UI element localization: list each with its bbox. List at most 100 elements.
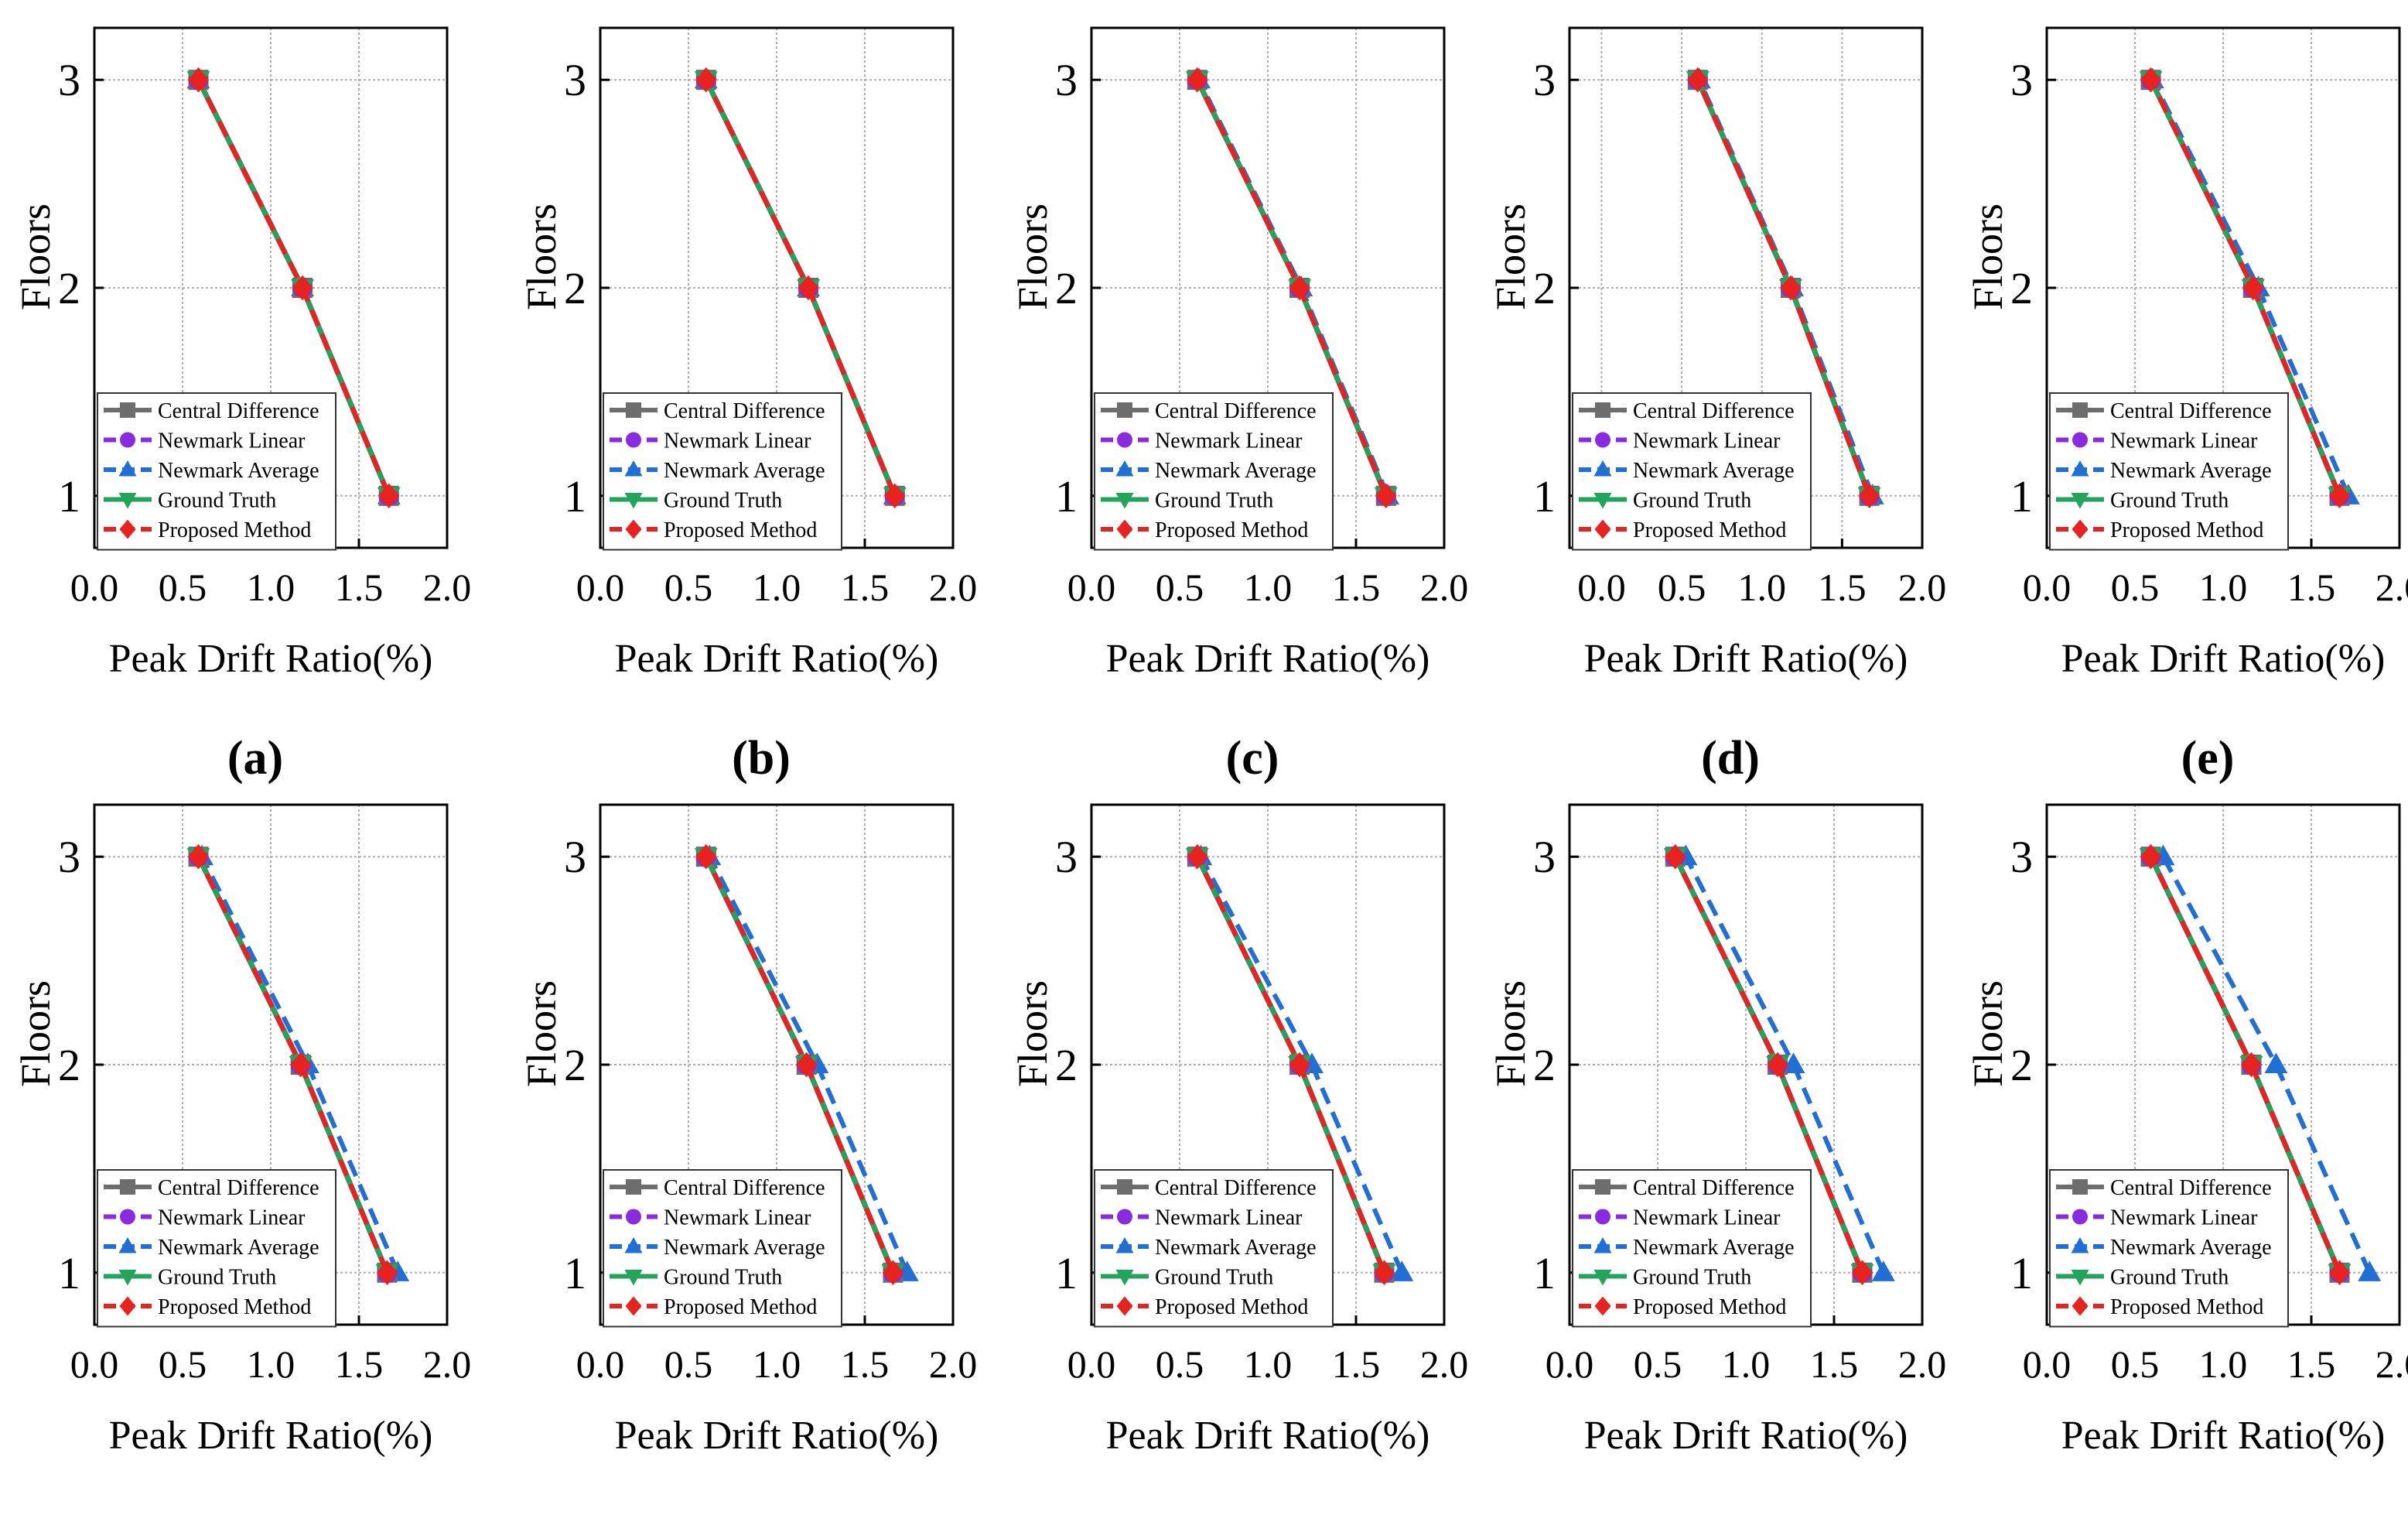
x-tick-label: 1.5 bbox=[1818, 566, 1867, 609]
x-tick-label: 0.5 bbox=[1156, 566, 1204, 609]
y-tick-label: 1 bbox=[1533, 1248, 1556, 1298]
y-tick-label: 3 bbox=[2010, 55, 2033, 105]
legend-marker-newmark-average bbox=[118, 1237, 137, 1253]
legend-marker-newmark-linear bbox=[1117, 1209, 1132, 1225]
x-tick-label: 2.0 bbox=[2376, 566, 2408, 609]
legend-marker-newmark-average bbox=[118, 460, 137, 477]
x-tick-label: 0.5 bbox=[1658, 566, 1706, 609]
y-tick-label: 2 bbox=[1533, 1040, 1556, 1090]
chart-panel-g: 0.0 0.5 1.0 1.5 2.0 1 2 3 Peak Drift Ratio(%) Flo… bbox=[518, 803, 977, 1515]
x-tick-label: 0.0 bbox=[1577, 566, 1626, 609]
legend-label-central-difference: Central Difference bbox=[2110, 1176, 2272, 1200]
y-axis-label: Floors bbox=[1009, 203, 1056, 310]
y-tick-label: 1 bbox=[1533, 471, 1556, 522]
y-axis-label: Floors bbox=[12, 203, 59, 310]
legend-label-central-difference: Central Difference bbox=[1155, 1176, 1317, 1200]
legend-label-ground-truth: Ground Truth bbox=[2110, 1266, 2229, 1290]
data-point-newmark-average bbox=[2358, 1260, 2382, 1281]
legend-label-newmark-linear: Newmark Linear bbox=[2110, 1206, 2258, 1230]
data-point-proposed-method bbox=[1851, 1260, 1873, 1286]
x-tick-label: 1.0 bbox=[1244, 1342, 1293, 1386]
data-point-proposed-method bbox=[376, 1260, 398, 1286]
x-tick-label: 1.5 bbox=[2287, 1342, 2336, 1386]
x-tick-label: 2.0 bbox=[1898, 1342, 1947, 1386]
data-point-newmark-average bbox=[1871, 1260, 1895, 1281]
legend-marker-newmark-average bbox=[1593, 460, 1612, 477]
y-axis-label: Floors bbox=[1487, 980, 1534, 1087]
y-tick-label: 2 bbox=[1055, 1040, 1078, 1090]
data-point-proposed-method bbox=[187, 843, 210, 870]
y-tick-label: 2 bbox=[2010, 263, 2033, 313]
legend-label-newmark-linear: Newmark Linear bbox=[1633, 1206, 1781, 1230]
data-point-proposed-method bbox=[1665, 843, 1686, 870]
data-point-proposed-method bbox=[1375, 483, 1397, 509]
x-tick-label: 1.0 bbox=[1737, 566, 1786, 609]
data-point-newmark-average bbox=[1781, 1052, 1805, 1074]
data-point-newmark-average bbox=[1390, 1260, 1414, 1281]
legend-label-newmark-average: Newmark Average bbox=[1633, 459, 1795, 483]
x-tick-label: 2.0 bbox=[2376, 1342, 2408, 1386]
legend-label-ground-truth: Ground Truth bbox=[1633, 1266, 1751, 1290]
panel-label: (c) bbox=[1226, 732, 1279, 785]
legend-marker-proposed-method bbox=[1594, 1296, 1611, 1316]
legend-label-newmark-linear: Newmark Linear bbox=[664, 429, 811, 453]
legend-box bbox=[1094, 1169, 1334, 1328]
legend-marker-central-difference bbox=[626, 1179, 641, 1195]
x-tick-label: 0.5 bbox=[159, 1342, 207, 1386]
legend-marker-proposed-method bbox=[1594, 519, 1611, 539]
legend-label-central-difference: Central Difference bbox=[2110, 399, 2272, 423]
legend-box bbox=[603, 1169, 842, 1328]
panel-label: (b) bbox=[732, 732, 791, 785]
x-axis-label: Peak Drift Ratio(%) bbox=[109, 1414, 433, 1458]
legend-marker-newmark-average bbox=[624, 1237, 643, 1253]
y-tick-label: 2 bbox=[2010, 1040, 2033, 1090]
data-point-proposed-method bbox=[695, 67, 717, 93]
x-tick-label: 2.0 bbox=[423, 1342, 472, 1386]
legend-box bbox=[97, 1169, 336, 1328]
y-tick-label: 3 bbox=[1533, 55, 1556, 105]
x-tick-label: 0.0 bbox=[70, 1342, 119, 1386]
legend-marker-proposed-method bbox=[119, 1296, 136, 1316]
y-tick-label: 1 bbox=[58, 471, 80, 522]
y-axis-label: Floors bbox=[518, 203, 565, 310]
legend-label-central-difference: Central Difference bbox=[158, 399, 319, 423]
y-tick-label: 1 bbox=[1055, 471, 1078, 522]
legend-label-proposed-method: Proposed Method bbox=[664, 1295, 817, 1319]
legend-marker-proposed-method bbox=[1116, 1296, 1133, 1316]
legend-label-newmark-average: Newmark Average bbox=[2110, 1236, 2272, 1260]
y-tick-label: 3 bbox=[1055, 55, 1078, 105]
legend-marker-ground-truth bbox=[624, 1270, 643, 1286]
x-tick-label: 1.5 bbox=[335, 566, 384, 609]
y-tick-label: 2 bbox=[58, 263, 80, 313]
x-tick-label: 1.0 bbox=[1722, 1342, 1771, 1386]
x-tick-label: 1.0 bbox=[1244, 566, 1293, 609]
legend-marker-proposed-method bbox=[625, 1296, 642, 1316]
x-tick-label: 0.0 bbox=[70, 566, 119, 609]
legend-label-newmark-linear: Newmark Linear bbox=[158, 1206, 306, 1230]
y-axis-label: Floors bbox=[1965, 203, 2011, 310]
data-point-proposed-method bbox=[884, 483, 906, 509]
legend-marker-newmark-average bbox=[2071, 460, 2089, 477]
legend-marker-proposed-method bbox=[119, 519, 136, 539]
legend-label-proposed-method: Proposed Method bbox=[1633, 1295, 1786, 1319]
legend-label-newmark-average: Newmark Average bbox=[664, 459, 825, 483]
x-tick-label: 1.5 bbox=[1332, 566, 1381, 609]
x-tick-label: 1.0 bbox=[247, 566, 295, 609]
legend-marker-newmark-linear bbox=[626, 1209, 641, 1225]
x-tick-label: 1.5 bbox=[335, 1342, 384, 1386]
y-tick-label: 3 bbox=[1055, 832, 1078, 882]
data-point-proposed-method bbox=[292, 275, 313, 301]
chart-panel-b: 0.0 0.5 1.0 1.5 2.0 1 2 3 Peak Drift Ratio(%) Flo… bbox=[518, 26, 977, 785]
data-point-proposed-method bbox=[2328, 1260, 2351, 1286]
y-tick-label: 1 bbox=[58, 1248, 80, 1298]
data-point-proposed-method bbox=[378, 483, 400, 509]
y-tick-label: 2 bbox=[58, 1040, 80, 1090]
chart-panel-a: 0.0 0.5 1.0 1.5 2.0 1 2 3 Peak Drift Ratio(%) Flo… bbox=[12, 26, 471, 785]
legend-label-central-difference: Central Difference bbox=[1155, 399, 1317, 423]
legend-marker-newmark-average bbox=[624, 460, 643, 477]
data-point-proposed-method bbox=[290, 1052, 312, 1078]
x-tick-label: 0.0 bbox=[2023, 566, 2072, 609]
data-point-newmark-average bbox=[2264, 1052, 2288, 1074]
data-point-proposed-method bbox=[1289, 275, 1310, 301]
x-axis-label: Peak Drift Ratio(%) bbox=[1106, 1414, 1430, 1458]
